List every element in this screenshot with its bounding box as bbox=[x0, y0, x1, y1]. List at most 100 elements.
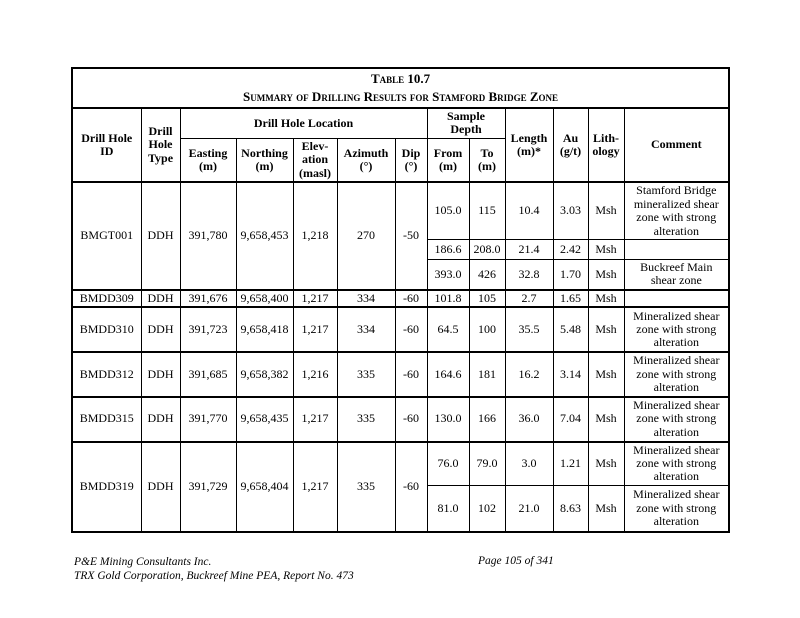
table-row: 186.6 208.0 21.4 2.42 Msh bbox=[72, 238, 730, 260]
cell-dip: -60 bbox=[394, 441, 428, 533]
cell-comment: Mineralized shear zone with strong alter… bbox=[623, 351, 730, 398]
cell-length: 35.5 bbox=[504, 306, 554, 354]
table-row: BMDD319 DDH 391,729 9,658,404 1,217 335 … bbox=[71, 441, 730, 533]
cell-from: 393.0 bbox=[426, 258, 470, 291]
table-row: 393.0 426 32.8 1.70 Msh Buckreef Main sh… bbox=[72, 258, 730, 291]
cell-drill-hole-id: BMDD315 bbox=[71, 396, 142, 443]
cell-from: 101.8 bbox=[426, 289, 470, 309]
col-header-dip: Dip (°) bbox=[394, 137, 428, 184]
col-header-to: To (m) bbox=[468, 137, 506, 184]
col-header-azimuth: Azimuth (°) bbox=[336, 137, 396, 184]
cell-au: 2.42 bbox=[552, 238, 589, 260]
cell-comment: Mineralized shear zone with strong alter… bbox=[623, 306, 730, 354]
cell-lithology: Msh bbox=[587, 306, 625, 354]
table-row: BMDD312 DDH 391,685 9,658,382 1,216 335 … bbox=[71, 351, 730, 398]
cell-from: 105.0 bbox=[426, 181, 470, 240]
cell-from: 130.0 bbox=[426, 396, 470, 443]
cell-comment: Mineralized shear zone with strong alter… bbox=[623, 441, 730, 486]
cell-to: 181 bbox=[468, 351, 506, 398]
cell-to: 102 bbox=[468, 484, 506, 533]
cell-lithology: Msh bbox=[587, 484, 625, 533]
cell-length: 2.7 bbox=[504, 289, 554, 309]
cell-comment: Mineralized shear zone with strong alter… bbox=[623, 396, 730, 443]
cell-drill-hole-type: DDH bbox=[140, 181, 181, 291]
cell-from: 81.0 bbox=[426, 484, 470, 533]
table-row: 81.0 102 21.0 8.63 Msh Mineralized shear… bbox=[72, 484, 730, 533]
cell-dip: -60 bbox=[394, 396, 428, 443]
cell-to: 166 bbox=[468, 396, 506, 443]
cell-length: 3.0 bbox=[504, 441, 554, 486]
cell-from: 186.6 bbox=[426, 238, 470, 260]
cell-lithology: Msh bbox=[587, 238, 625, 260]
cell-lithology: Msh bbox=[587, 258, 625, 291]
cell-to: 208.0 bbox=[468, 238, 506, 260]
cell-easting: 391,729 bbox=[179, 441, 237, 533]
cell-au: 5.48 bbox=[552, 306, 589, 354]
cell-drill-hole-type: DDH bbox=[140, 289, 181, 309]
cell-dip: -60 bbox=[394, 306, 428, 354]
col-header-from: From (m) bbox=[426, 137, 470, 184]
cell-to: 115 bbox=[468, 181, 506, 240]
cell-lithology: Msh bbox=[587, 396, 625, 443]
cell-length: 21.0 bbox=[504, 484, 554, 533]
cell-azimuth: 334 bbox=[336, 306, 396, 354]
cell-azimuth: 335 bbox=[336, 351, 396, 398]
col-header-comment: Comment bbox=[623, 107, 730, 184]
col-group-drill-hole-location: Drill Hole Location bbox=[179, 107, 428, 139]
table-row: BMGT001 DDH 391,780 9,658,453 1,218 270 … bbox=[71, 181, 730, 291]
cell-azimuth: 335 bbox=[336, 396, 396, 443]
cell-dip: -60 bbox=[394, 289, 428, 309]
col-header-drill-hole-type: Drill Hole Type bbox=[140, 107, 181, 184]
col-header-easting: Easting (m) bbox=[179, 137, 237, 184]
cell-length: 32.8 bbox=[504, 258, 554, 291]
cell-comment: Stamford Bridge mineralized shear zone w… bbox=[623, 181, 730, 240]
footer-report-line: TRX Gold Corporation, Buckreef Mine PEA,… bbox=[74, 570, 354, 583]
cell-northing: 9,658,404 bbox=[235, 441, 294, 533]
footer-company-line: P&E Mining Consultants Inc. bbox=[74, 556, 212, 568]
drill-results-table: Table 10.7 Summary of Drilling Results f… bbox=[71, 67, 731, 534]
col-header-elevation: Elev- ation (masl) bbox=[292, 137, 338, 184]
cell-to: 79.0 bbox=[468, 441, 506, 486]
cell-elevation: 1,217 bbox=[292, 289, 338, 309]
table-row: BMDD310 DDH 391,723 9,658,418 1,217 334 … bbox=[71, 306, 730, 354]
cell-dip: -50 bbox=[394, 181, 428, 291]
cell-from: 76.0 bbox=[426, 441, 470, 486]
cell-au: 1.70 bbox=[552, 258, 589, 291]
cell-lithology: Msh bbox=[587, 351, 625, 398]
cell-drill-hole-id: BMDD312 bbox=[71, 351, 142, 398]
cell-easting: 391,780 bbox=[179, 181, 237, 291]
cell-drill-hole-id: BMDD309 bbox=[71, 289, 142, 309]
cell-drill-hole-type: DDH bbox=[140, 306, 181, 354]
cell-northing: 9,658,453 bbox=[235, 181, 294, 291]
cell-elevation: 1,217 bbox=[292, 396, 338, 443]
table-title: Table 10.7 Summary of Drilling Results f… bbox=[71, 67, 730, 109]
cell-au: 3.03 bbox=[552, 181, 589, 240]
cell-to: 426 bbox=[468, 258, 506, 291]
col-header-northing: Northing (m) bbox=[235, 137, 294, 184]
table-title-text: Summary of Drilling Results for Stamford… bbox=[243, 89, 559, 104]
table-row: BMDD309 DDH 391,676 9,658,400 1,217 334 … bbox=[71, 289, 730, 309]
cell-elevation: 1,218 bbox=[292, 181, 338, 291]
table-title-number: Table 10.7 bbox=[370, 71, 431, 87]
footer: P&E Mining Consultants Inc. TRX Gold Cor… bbox=[74, 555, 354, 584]
cell-elevation: 1,217 bbox=[292, 306, 338, 354]
cell-comment bbox=[623, 238, 730, 260]
cell-northing: 9,658,400 bbox=[235, 289, 294, 309]
cell-dip: -60 bbox=[394, 351, 428, 398]
cell-northing: 9,658,418 bbox=[235, 306, 294, 354]
cell-comment bbox=[623, 289, 730, 309]
cell-azimuth: 270 bbox=[336, 181, 396, 291]
cell-au: 1.21 bbox=[552, 441, 589, 486]
col-header-au: Au (g/t) bbox=[552, 107, 589, 184]
cell-to: 105 bbox=[468, 289, 506, 309]
cell-au: 8.63 bbox=[552, 484, 589, 533]
cell-au: 7.04 bbox=[552, 396, 589, 443]
cell-elevation: 1,216 bbox=[292, 351, 338, 398]
col-group-sample-depth: Sample Depth bbox=[426, 107, 506, 139]
cell-to: 100 bbox=[468, 306, 506, 354]
cell-from: 64.5 bbox=[426, 306, 470, 354]
page-number: Page 105 of 341 bbox=[478, 555, 554, 567]
cell-length: 21.4 bbox=[504, 238, 554, 260]
col-header-drill-hole-id: Drill Hole ID bbox=[71, 107, 142, 184]
